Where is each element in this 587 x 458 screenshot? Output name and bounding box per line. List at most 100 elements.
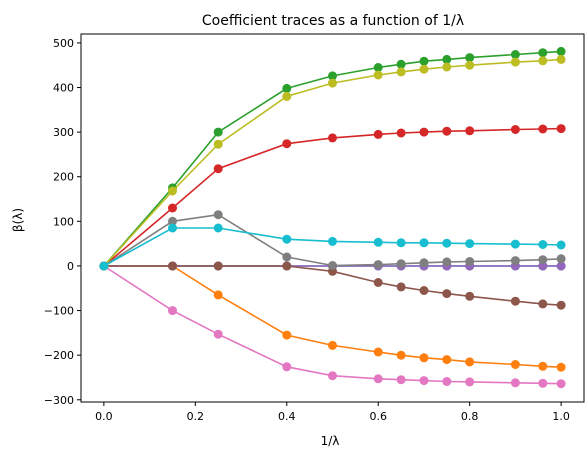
data-point-coef-8-1 xyxy=(168,186,177,196)
data-point-coef-3-6 xyxy=(396,128,406,138)
data-point-coef-1-3 xyxy=(282,330,292,340)
data-point-coef-7-11 xyxy=(538,255,548,265)
data-point-coef-9-2 xyxy=(213,223,223,233)
data-point-coef-3-1 xyxy=(168,203,177,213)
data-point-coef-2-9 xyxy=(465,53,475,63)
data-point-coef-5-8 xyxy=(442,289,452,299)
data-point-coef-3-5 xyxy=(373,129,383,139)
data-point-coef-2-7 xyxy=(419,56,429,66)
data-point-coef-9-10 xyxy=(510,239,520,249)
data-point-coef-7-8 xyxy=(442,257,452,267)
data-point-coef-1-5 xyxy=(373,347,383,357)
data-point-coef-9-8 xyxy=(442,238,452,248)
data-point-coef-6-6 xyxy=(396,375,406,385)
data-point-coef-1-6 xyxy=(396,350,406,360)
data-point-coef-9-1 xyxy=(168,223,177,233)
data-point-coef-7-5 xyxy=(373,260,383,270)
data-point-coef-6-9 xyxy=(465,377,475,387)
data-point-coef-3-11 xyxy=(538,124,548,134)
data-point-coef-5-10 xyxy=(510,296,520,306)
y-axis-label: β(λ) xyxy=(11,208,25,232)
data-point-coef-2-6 xyxy=(396,59,406,69)
data-point-coef-7-3 xyxy=(282,252,292,262)
data-point-coef-5-3 xyxy=(282,261,292,271)
data-point-coef-2-4 xyxy=(328,71,337,81)
x-axis-label: 1/λ xyxy=(321,434,340,448)
data-point-coef-9-7 xyxy=(419,238,429,248)
data-point-coef-1-7 xyxy=(419,353,429,363)
data-point-coef-8-3 xyxy=(282,91,292,101)
data-point-coef-8-11 xyxy=(538,56,548,66)
axes-frame xyxy=(80,33,585,403)
y-tick-label: 200 xyxy=(53,171,74,184)
data-point-coef-8-9 xyxy=(465,60,475,70)
data-point-coef-8-6 xyxy=(396,67,406,77)
data-point-coef-1-9 xyxy=(465,357,475,367)
data-point-coef-3-7 xyxy=(419,127,429,137)
data-point-coef-3-4 xyxy=(328,133,337,143)
data-point-coef-5-7 xyxy=(419,286,429,295)
data-point-coef-9-3 xyxy=(282,234,292,244)
data-point-coef-8-5 xyxy=(373,70,383,80)
data-point-coef-9-11 xyxy=(538,240,548,249)
data-point-coef-6-8 xyxy=(442,377,452,386)
data-point-coef-5-11 xyxy=(538,299,548,309)
data-point-coef-6-2 xyxy=(213,329,223,339)
data-point-coef-8-4 xyxy=(328,78,337,88)
data-point-coef-6-11 xyxy=(538,378,548,388)
data-point-coef-5-2 xyxy=(213,261,223,271)
data-point-coef-7-9 xyxy=(465,257,475,266)
y-tick-label: 0 xyxy=(67,260,74,273)
data-point-coef-6-1 xyxy=(168,306,177,316)
data-point-coef-3-10 xyxy=(510,125,520,134)
data-point-coef-2-12 xyxy=(556,46,566,56)
data-point-coef-5-1 xyxy=(168,261,177,271)
data-point-coef-7-2 xyxy=(213,210,223,220)
data-point-coef-7-1 xyxy=(168,216,177,226)
data-point-coef-9-12 xyxy=(556,240,566,250)
y-tick-label: −300 xyxy=(44,394,74,407)
data-point-coef-1-11 xyxy=(538,361,548,371)
x-tick-label: 1.0 xyxy=(552,410,570,423)
y-tick-label: 500 xyxy=(53,37,74,50)
data-point-coef-8-8 xyxy=(442,62,452,72)
data-point-coef-5-9 xyxy=(465,291,475,301)
data-point-coef-3-2 xyxy=(213,164,223,174)
x-tick-label: 0.8 xyxy=(461,410,479,423)
data-point-coef-3-12 xyxy=(556,124,566,134)
y-tick-label: 400 xyxy=(53,82,74,95)
data-point-coef-6-7 xyxy=(419,376,429,386)
data-point-coef-1-10 xyxy=(510,360,520,369)
data-point-coef-2-5 xyxy=(373,63,383,72)
data-point-coef-1-2 xyxy=(213,290,223,300)
data-point-coef-6-5 xyxy=(373,374,383,384)
data-point-coef-9-5 xyxy=(373,237,383,247)
data-point-coef-1-4 xyxy=(328,340,337,350)
y-tick-label: −200 xyxy=(44,349,74,362)
data-point-coef-2-8 xyxy=(442,54,452,64)
y-tick-label: −100 xyxy=(44,305,74,318)
data-point-coef-5-12 xyxy=(556,300,566,310)
data-point-coef-6-4 xyxy=(328,371,337,381)
data-point-coef-2-11 xyxy=(538,48,548,58)
data-point-coef-9-4 xyxy=(328,236,337,246)
data-point-coef-7-6 xyxy=(396,259,406,269)
data-point-coef-2-2 xyxy=(213,127,223,137)
data-point-coef-8-10 xyxy=(510,57,520,67)
data-point-coef-9-9 xyxy=(465,239,475,249)
x-tick-label: 0.6 xyxy=(369,410,387,423)
data-point-coef-5-6 xyxy=(396,282,406,292)
data-point-coef-5-5 xyxy=(373,278,383,287)
data-point-coef-7-10 xyxy=(510,256,520,266)
y-tick-label: 300 xyxy=(53,126,74,139)
data-point-coef-7-4 xyxy=(328,261,337,270)
data-point-coef-7-12 xyxy=(556,254,566,264)
plot-area xyxy=(99,46,566,389)
data-point-coef-8-12 xyxy=(556,54,566,64)
data-point-coef-8-2 xyxy=(213,139,223,149)
x-tick-label: 0.4 xyxy=(278,410,296,423)
data-point-coef-3-8 xyxy=(442,126,452,136)
data-point-coef-8-7 xyxy=(419,64,429,74)
data-point-coef-7-7 xyxy=(419,258,429,268)
